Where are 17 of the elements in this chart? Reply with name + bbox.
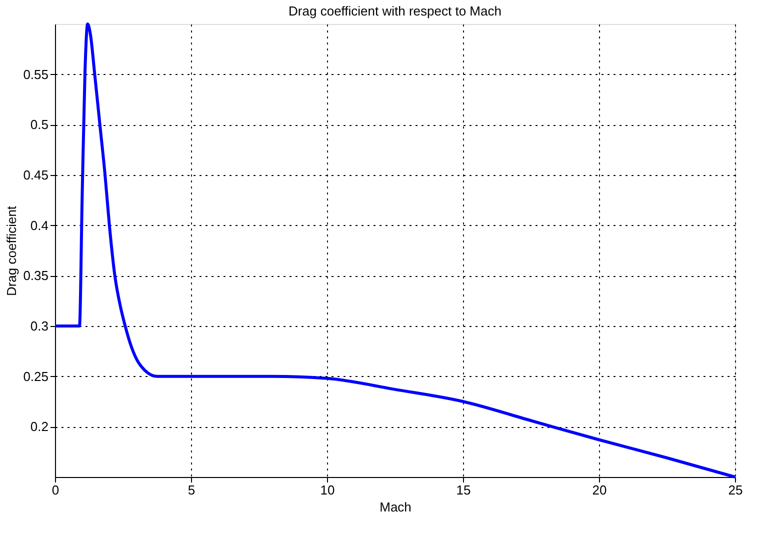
y-tick-label: 0.4 bbox=[30, 218, 48, 233]
y-tick-label: 0.5 bbox=[30, 117, 48, 132]
y-tick-label: 0.45 bbox=[23, 168, 48, 182]
x-tick-label: 25 bbox=[728, 482, 743, 498]
y-tick-label: 0.25 bbox=[23, 368, 48, 384]
y-tick-label: 0.35 bbox=[23, 268, 48, 284]
x-tick-label: 5 bbox=[188, 482, 196, 498]
x-tick-label: 20 bbox=[592, 482, 607, 498]
x-tick-label: 15 bbox=[456, 482, 471, 498]
x-tick-label: 0 bbox=[52, 482, 60, 498]
x-axis-title: Mach bbox=[380, 500, 412, 514]
y-tick-label: 0.3 bbox=[30, 318, 48, 334]
x-tick-label: 10 bbox=[320, 482, 335, 498]
y-tick-label: 0.2 bbox=[30, 419, 48, 434]
y-axis-title: Drag coefficient bbox=[4, 206, 20, 296]
y-tick-label: 0.55 bbox=[23, 66, 48, 82]
chart-title: Drag coefficient with respect to Mach bbox=[288, 4, 502, 18]
